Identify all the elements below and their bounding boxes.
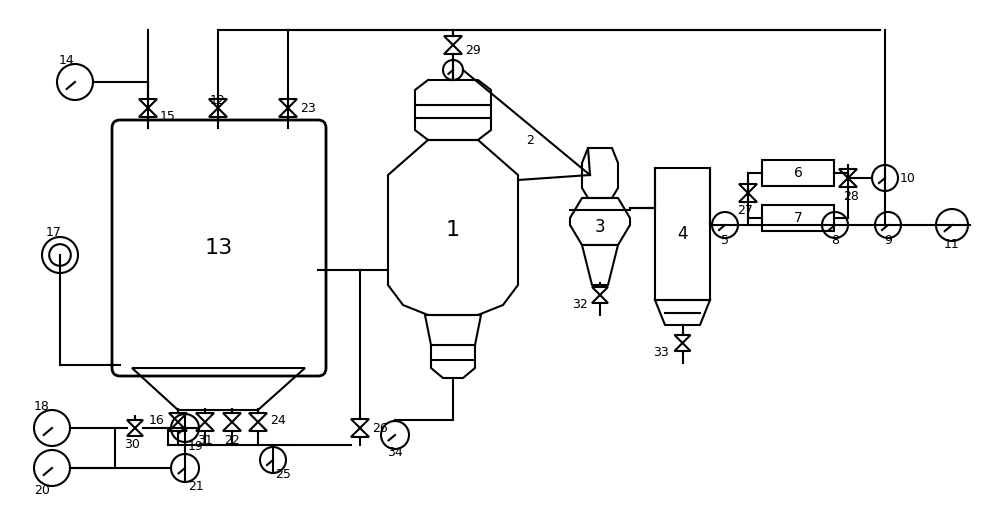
- Text: 3: 3: [595, 218, 605, 236]
- Bar: [762, 160, 834, 186]
- Text: 12: 12: [210, 94, 226, 107]
- Text: 15: 15: [160, 109, 176, 122]
- Text: 29: 29: [465, 44, 481, 57]
- Text: 27: 27: [737, 205, 753, 217]
- Text: 23: 23: [300, 102, 316, 115]
- Text: 34: 34: [387, 446, 403, 460]
- Text: 6: 6: [794, 166, 802, 180]
- Text: 1: 1: [446, 220, 460, 240]
- Text: 16: 16: [148, 414, 164, 427]
- Text: 28: 28: [843, 190, 859, 203]
- Text: 19: 19: [188, 440, 204, 453]
- Text: 8: 8: [831, 234, 839, 247]
- Text: 4: 4: [677, 225, 688, 243]
- Text: 5: 5: [721, 234, 729, 247]
- Text: 13: 13: [205, 238, 233, 258]
- Text: 26: 26: [372, 421, 388, 435]
- Bar: [762, 205, 834, 231]
- Text: 24: 24: [270, 414, 286, 427]
- Text: 32: 32: [572, 299, 588, 312]
- Text: 31: 31: [197, 434, 213, 447]
- Text: 21: 21: [188, 479, 204, 492]
- Text: 30: 30: [124, 438, 140, 451]
- Text: 14: 14: [59, 54, 75, 67]
- Text: 10: 10: [900, 171, 916, 184]
- Text: 17: 17: [46, 227, 62, 240]
- Text: 20: 20: [34, 483, 50, 497]
- Bar: [655, 168, 710, 300]
- Text: 22: 22: [224, 434, 240, 447]
- Text: 9: 9: [884, 234, 892, 247]
- Text: 18: 18: [34, 400, 50, 413]
- Text: 11: 11: [944, 239, 960, 252]
- Text: 2: 2: [526, 133, 534, 146]
- Text: 25: 25: [275, 468, 291, 481]
- Text: 33: 33: [653, 346, 668, 359]
- Text: 7: 7: [794, 211, 802, 225]
